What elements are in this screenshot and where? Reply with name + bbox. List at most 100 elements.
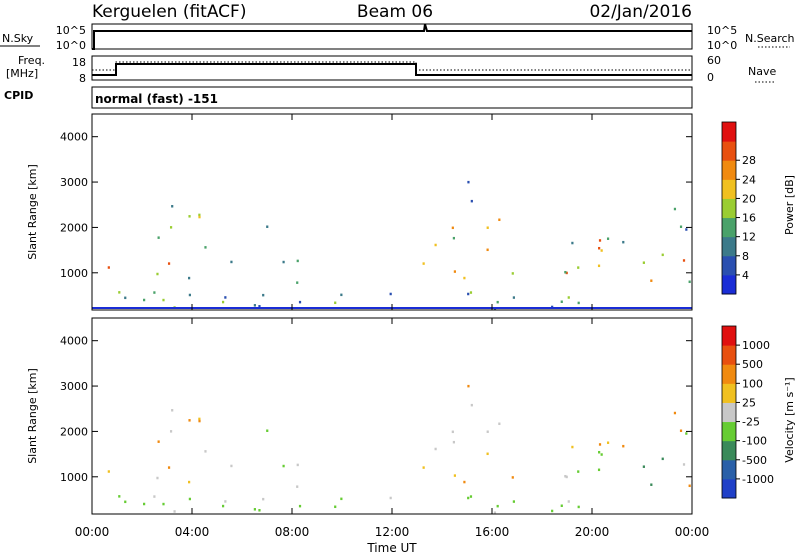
nsky-label: N.Sky: [2, 32, 34, 45]
y-tick-label: 4000: [60, 131, 88, 144]
x-tick-label: 04:00: [175, 525, 210, 539]
power-cell: [118, 291, 121, 294]
velocity-cell: [496, 504, 499, 508]
colorbar-swatch: [722, 179, 736, 199]
velocity-cell: [156, 476, 159, 480]
power-cell: [673, 207, 677, 211]
velocity-cell: [600, 453, 603, 456]
freq-trace: [92, 63, 692, 76]
power-cell: [296, 281, 299, 284]
velocity-y-ticks: 1000 2000 3000 4000: [60, 335, 692, 484]
power-cell: [511, 272, 514, 275]
power-cell: [486, 248, 489, 252]
velocity-cell: [642, 465, 645, 468]
colorbar-swatch: [722, 217, 736, 238]
power-cell: [340, 293, 343, 297]
nave-label: Nave: [748, 65, 776, 78]
power-cell: [498, 218, 501, 222]
power-cell: [188, 215, 191, 218]
velocity-cell: [470, 403, 473, 407]
power-cell: [157, 236, 160, 239]
station-title: Kerguelen (fitACF): [92, 2, 246, 22]
colorbar-swatch: [722, 383, 736, 403]
velocity-cell: [493, 511, 497, 514]
power-cell: [334, 301, 337, 305]
velocity-cell: [598, 450, 601, 454]
colorbar-swatch: [722, 345, 736, 365]
velocity-data: [107, 384, 691, 514]
power-cell: [467, 180, 470, 184]
power-cell: [685, 228, 688, 231]
colorbar-tick-label: 25: [742, 396, 756, 409]
power-cell: [661, 253, 664, 257]
power-ylabel: Slant Range [km]: [26, 164, 39, 260]
velocity-cell: [597, 468, 601, 472]
velocity-cell: [486, 430, 489, 433]
velocity-cell: [389, 496, 392, 500]
colorbar-swatch: [722, 459, 736, 480]
power-cell: [650, 279, 653, 282]
velocity-cell: [577, 470, 580, 473]
power-cell: [642, 261, 645, 264]
velocity-cell: [453, 474, 456, 477]
velocity-cell: [188, 480, 191, 484]
power-cell: [469, 291, 473, 294]
velocity-cell: [682, 463, 686, 466]
velocity-cell: [469, 495, 473, 498]
velocity-cell: [118, 495, 121, 498]
nsky-trace: [92, 23, 692, 50]
power-cell: [560, 300, 563, 303]
freq-label-bottom: [MHz]: [6, 67, 38, 80]
velocity-cell: [598, 443, 602, 446]
velocity-cell: [153, 495, 156, 498]
power-cell: [564, 270, 567, 274]
velocity-cell: [565, 475, 568, 479]
velocity-cell: [498, 422, 501, 426]
power-cell: [296, 259, 299, 263]
velocity-cell: [198, 417, 201, 421]
power-cell: [162, 298, 165, 302]
power-data: [107, 180, 691, 310]
power-cell: [679, 225, 683, 229]
power-cell: [434, 243, 437, 247]
y-tick-label: 4000: [60, 335, 88, 348]
power-cell: [565, 271, 568, 275]
power-cell: [171, 205, 174, 208]
power-cell: [224, 296, 227, 299]
velocity-cell: [204, 450, 207, 453]
power-cell: [551, 305, 554, 309]
colorbar-swatch: [722, 236, 736, 257]
velocity-cell: [124, 500, 127, 504]
power-cell: [571, 241, 574, 245]
power-cell: [258, 305, 261, 308]
velocity-cell: [143, 502, 146, 506]
power-cell: [463, 276, 466, 280]
time-axis-labels: 00:00 04:00 08:00 12:00 16:00 20:00 00:00: [75, 525, 710, 539]
power-cell: [143, 298, 146, 302]
velocity-cell: [560, 504, 563, 507]
power-cell: [486, 226, 489, 229]
power-cell: [467, 292, 470, 296]
velocity-cell: [169, 430, 173, 433]
velocity-plot-area: [92, 318, 692, 514]
power-cell: [452, 236, 455, 240]
velocity-cell: [673, 411, 677, 415]
velocity-cell: [198, 419, 201, 423]
velocity-cell: [564, 474, 567, 478]
y-tick-label: 1000: [60, 267, 88, 280]
velocity-cell: [296, 463, 299, 467]
power-cell: [262, 293, 265, 297]
power-panel: 1000 2000 3000 4000 Slant Range [km] 4 8 12 16…: [26, 113, 796, 311]
power-cell: [682, 259, 686, 262]
nsky-right-bottom: 10^0: [707, 39, 737, 52]
power-cell: [230, 260, 233, 264]
velocity-cell: [282, 464, 285, 468]
nsky-left-top: 10^5: [56, 24, 86, 37]
velocity-cell: [334, 505, 337, 509]
colorbar-tick-label: 24: [742, 173, 756, 186]
velocity-cell: [422, 466, 425, 469]
power-cell: [153, 291, 156, 294]
colorbar-swatch: [722, 160, 736, 180]
power-cell: [598, 246, 601, 250]
